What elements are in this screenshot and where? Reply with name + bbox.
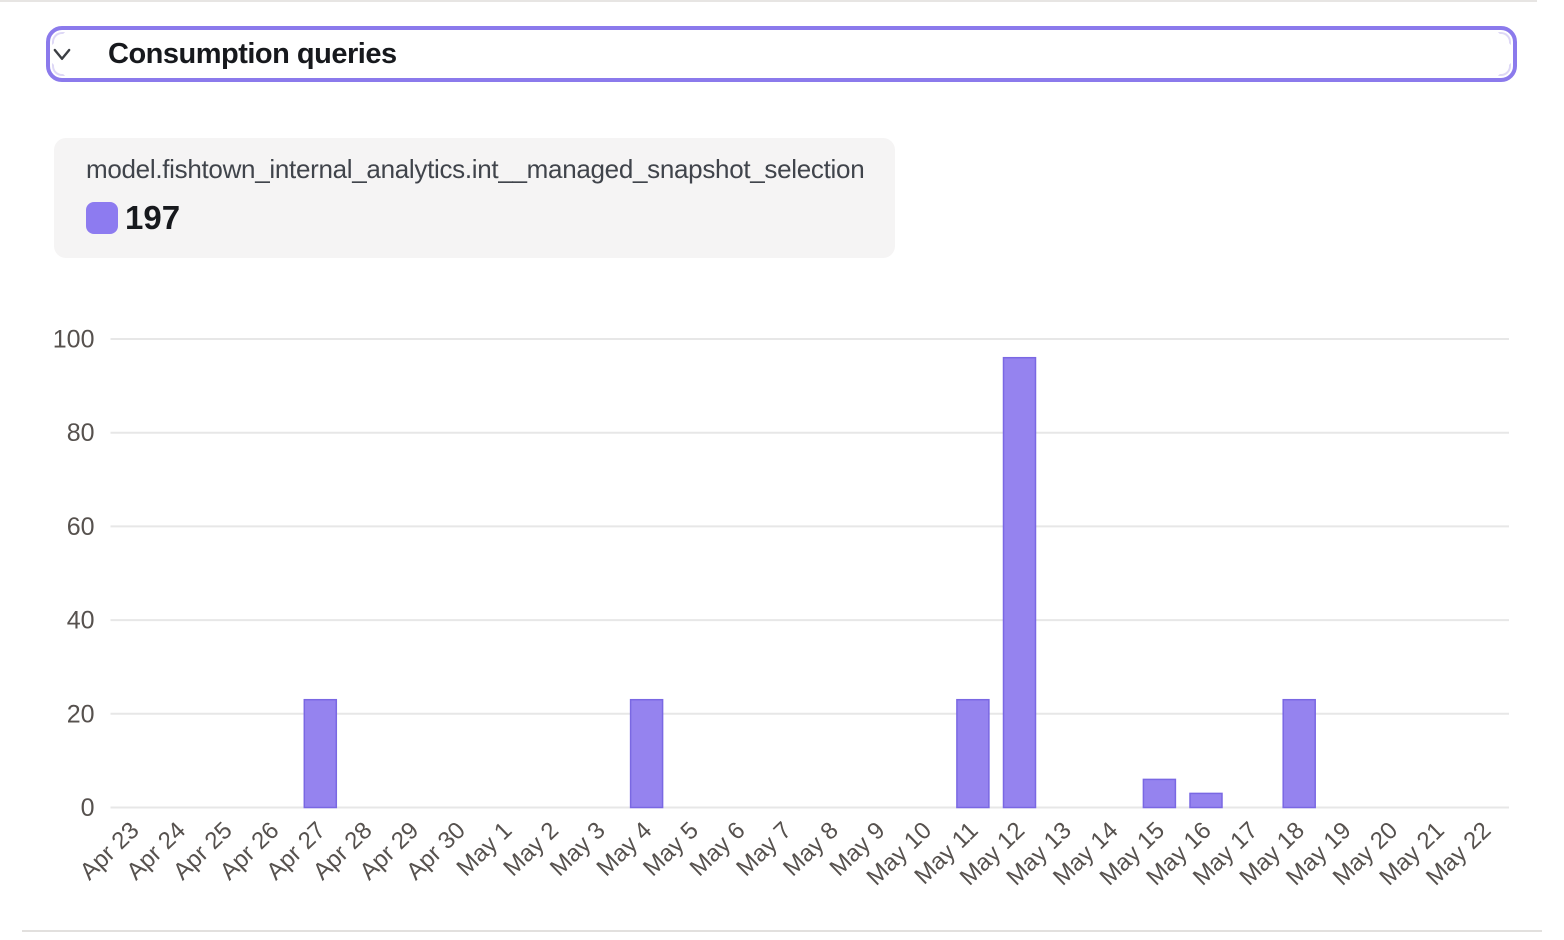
svg-text:60: 60 (67, 513, 95, 541)
svg-text:20: 20 (67, 700, 95, 728)
svg-text:80: 80 (67, 419, 95, 447)
svg-text:40: 40 (67, 607, 95, 635)
svg-text:100: 100 (53, 326, 95, 354)
svg-text:0: 0 (81, 794, 95, 822)
